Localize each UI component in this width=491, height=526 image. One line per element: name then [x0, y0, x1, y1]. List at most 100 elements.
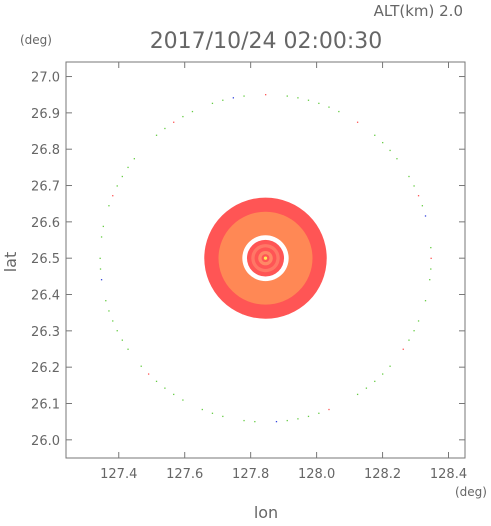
range-ring-dot: [318, 412, 320, 414]
range-ring-dot: [127, 348, 129, 350]
range-ring-dot: [155, 380, 158, 383]
range-ring-dot: [297, 418, 299, 420]
range-ring-dot: [100, 236, 103, 238]
x-unit-label: (deg): [455, 485, 487, 499]
range-ring-dot: [140, 365, 142, 367]
y-tick-label: 26.9: [31, 107, 60, 122]
range-ring-dot: [121, 339, 123, 341]
range-ring-dot: [374, 380, 376, 383]
range-ring-dot: [182, 115, 184, 118]
range-ring-dot: [211, 102, 214, 105]
range-ring-dot: [232, 97, 235, 99]
range-ring-dot: [173, 121, 175, 123]
range-ring-dot: [382, 141, 384, 144]
range-ring-dot: [164, 127, 166, 130]
range-ring-dot: [201, 408, 203, 411]
range-ring-dot: [173, 393, 175, 396]
range-ring-dot: [297, 97, 299, 99]
range-ring-dot: [356, 393, 359, 396]
x-axis-label: lon: [254, 503, 278, 521]
range-ring-dot: [108, 310, 110, 312]
range-ring: [99, 94, 432, 423]
chart-title: 2017/10/24 02:00:30: [150, 29, 383, 54]
range-ring-dot: [222, 415, 224, 418]
range-ring-dot: [396, 158, 398, 160]
echo-core: [263, 256, 268, 260]
range-ring-dot: [112, 195, 114, 197]
range-ring-dot: [413, 330, 415, 332]
range-ring-dot: [286, 419, 288, 422]
range-ring-dot: [389, 149, 391, 152]
range-ring-dot: [182, 399, 184, 401]
range-ring-dot: [402, 348, 404, 350]
range-ring-dot: [417, 320, 420, 322]
x-tick-label: 128.4: [430, 467, 467, 482]
x-tick-label: 128.0: [298, 467, 335, 482]
range-ring-dot: [133, 158, 136, 160]
x-axis: 127.4 127.6 127.8 128.0 128.2 128.4: [100, 62, 467, 482]
range-ring-dot: [254, 420, 256, 423]
plot-frame: [65, 61, 466, 459]
range-ring-dot: [328, 408, 330, 411]
range-ring-dot: [374, 134, 376, 136]
range-ring-dot: [318, 102, 320, 105]
y-tick-label: 26.0: [31, 434, 60, 449]
range-ring-dot: [430, 257, 432, 259]
range-ring-dot: [429, 279, 431, 281]
y-tick-label: 26.7: [31, 180, 60, 195]
range-ring-dot: [338, 110, 340, 113]
range-ring-dot: [116, 185, 118, 187]
range-ring-dot: [421, 205, 424, 207]
range-ring-dot: [430, 246, 432, 249]
range-ring-dot: [121, 175, 123, 178]
range-ring-dot: [211, 412, 214, 414]
range-ring-dot: [99, 257, 101, 259]
y-tick-label: 27.0: [31, 71, 60, 86]
y-unit-label: (deg): [20, 33, 52, 47]
y-tick-label: 26.5: [31, 252, 60, 267]
range-ring-dot: [105, 300, 107, 302]
range-ring-dot: [116, 330, 118, 332]
range-ring-dot: [382, 373, 384, 375]
range-ring-dot: [389, 365, 391, 367]
y-tick-label: 26.2: [31, 361, 60, 376]
y-axis-label: lat: [1, 252, 20, 273]
y-tick-label: 26.3: [31, 325, 60, 340]
x-tick-label: 127.4: [100, 467, 137, 482]
range-ring-dot: [147, 373, 150, 375]
x-tick-label: 128.2: [364, 467, 401, 482]
range-ring-dot: [356, 121, 359, 123]
range-ring-dot: [100, 279, 103, 281]
range-ring-dot: [408, 175, 410, 178]
range-ring-dot: [99, 268, 102, 270]
range-ring-dot: [424, 300, 427, 302]
range-ring-dot: [307, 415, 310, 418]
y-tick-label: 26.8: [31, 143, 60, 158]
y-tick-label: 26.6: [31, 216, 60, 231]
range-ring-dot: [155, 134, 158, 136]
range-ring-dot: [275, 420, 278, 423]
x-tick-label: 127.8: [232, 467, 269, 482]
range-ring-dot: [108, 205, 110, 207]
y-axis: 26.0 26.1 26.2 26.3 26.4 26.5 26.6 26.7 26.8 26.9…: [31, 71, 465, 449]
range-ring-dot: [222, 99, 224, 101]
range-ring-dot: [286, 95, 288, 97]
range-ring-dot: [328, 106, 330, 108]
range-ring-dot: [191, 110, 194, 113]
range-ring-dot: [243, 95, 245, 97]
range-ring-dot: [307, 99, 310, 101]
echo-layer: [204, 197, 327, 319]
y-tick-label: 26.4: [31, 289, 60, 304]
x-tick-label: 127.6: [166, 467, 203, 482]
range-ring-dot: [127, 166, 129, 169]
range-ring-dot: [408, 339, 410, 341]
range-ring-dot: [265, 94, 267, 96]
range-ring-dot: [424, 215, 427, 217]
range-ring-dot: [164, 387, 166, 389]
y-tick-label: 26.1: [31, 398, 60, 413]
range-ring-dot: [417, 195, 420, 197]
range-ring-dot: [430, 268, 432, 270]
range-ring-dot: [413, 185, 415, 187]
